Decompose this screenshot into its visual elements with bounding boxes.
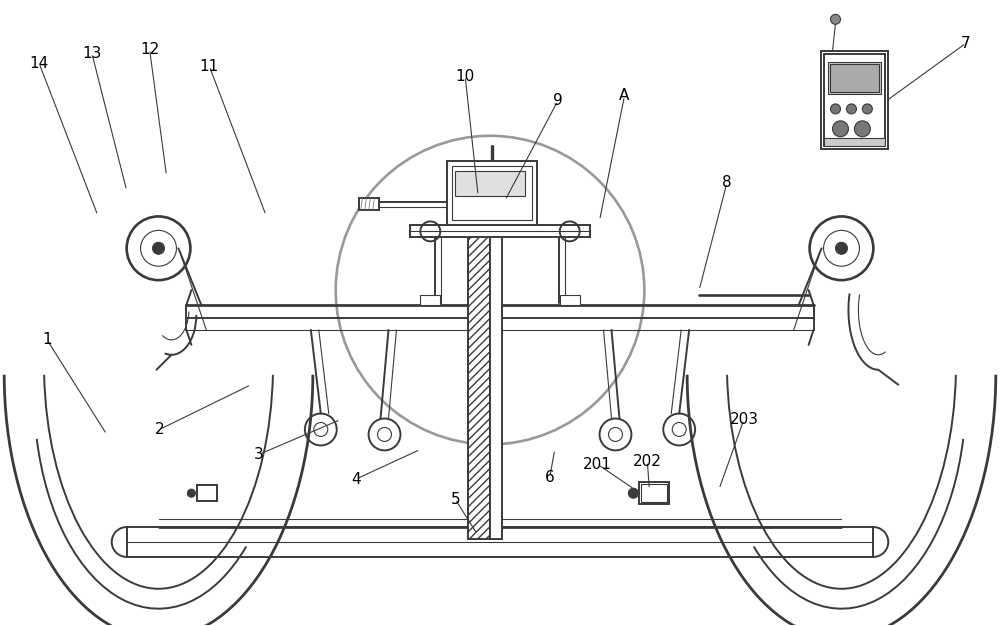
Bar [824, 138, 885, 146]
Bar [490, 205, 502, 539]
Text: 14: 14 [29, 56, 49, 71]
Circle shape [187, 489, 195, 497]
Text: 201: 201 [583, 457, 612, 472]
Bar [420, 295, 440, 305]
Text: 1: 1 [42, 332, 52, 347]
Circle shape [862, 104, 872, 114]
Text: 11: 11 [200, 59, 219, 74]
Bar [828, 62, 881, 94]
Bar [410, 225, 590, 237]
Bar [560, 295, 580, 305]
Text: 5: 5 [450, 491, 460, 506]
Circle shape [854, 121, 870, 137]
Bar [359, 198, 379, 210]
Text: 8: 8 [722, 175, 732, 190]
Bar [639, 482, 669, 504]
Text: 13: 13 [82, 46, 102, 61]
Circle shape [831, 14, 840, 24]
Text: 4: 4 [351, 472, 360, 487]
Bar [127, 527, 873, 557]
Text: 7: 7 [961, 36, 971, 51]
Circle shape [831, 104, 840, 114]
Bar [452, 166, 532, 220]
Circle shape [846, 104, 856, 114]
Bar [830, 64, 879, 92]
Bar [468, 205, 490, 539]
Bar [455, 171, 525, 195]
Text: 12: 12 [140, 42, 159, 57]
Text: 203: 203 [729, 412, 758, 427]
Circle shape [833, 121, 848, 137]
Circle shape [836, 242, 847, 254]
Text: 2: 2 [155, 422, 164, 437]
Text: 9: 9 [553, 93, 563, 108]
Bar [824, 54, 885, 146]
Bar [821, 51, 888, 149]
Text: 202: 202 [633, 454, 662, 469]
Text: 3: 3 [254, 447, 264, 462]
Bar [197, 485, 217, 501]
Bar [641, 485, 667, 502]
Text: 6: 6 [545, 470, 555, 485]
Bar [447, 161, 537, 225]
Circle shape [153, 242, 164, 254]
Text: 10: 10 [456, 69, 475, 83]
Text: A: A [619, 88, 630, 103]
Circle shape [628, 488, 638, 498]
